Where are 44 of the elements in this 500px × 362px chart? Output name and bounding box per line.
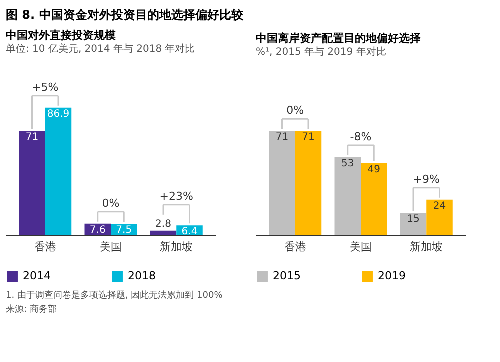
text: +5%: [32, 80, 59, 94]
source-note: 来源: 商务部: [6, 304, 57, 315]
bar: [45, 108, 72, 235]
data-label: 71: [26, 132, 39, 144]
data-label: 86.9: [47, 108, 70, 120]
annotation: +9%: [413, 172, 440, 186]
text: 1. 由于调查问卷是多项选择题, 因此无法累加到 100%: [6, 290, 224, 301]
bar: [400, 213, 427, 235]
bar: [19, 131, 46, 235]
bar: [334, 157, 361, 235]
bar: [269, 131, 296, 235]
x-tick-label: 香港: [34, 240, 56, 254]
data-label: 6.4: [182, 226, 198, 238]
chart-title: 中国对外直接投资规模: [6, 28, 117, 42]
caption: 图 8. 中国资金对外投资目的地选择偏好比较: [6, 8, 244, 22]
text: 0%: [286, 104, 304, 118]
x-tick-label: 香港: [284, 240, 306, 254]
data-label: 24: [433, 200, 446, 212]
bar: [426, 200, 453, 235]
data-label: 2.8: [156, 218, 172, 230]
bar: [150, 230, 177, 235]
legend-label: 2014: [23, 270, 51, 283]
chart-title: 中国离岸资产配置目的地偏好选择: [256, 32, 421, 45]
data-label: 71: [302, 132, 315, 144]
bar: [295, 131, 322, 235]
x-tick-label: 美国: [350, 240, 372, 254]
chart-subtitle: %¹, 2015 年与 2019 年对比: [256, 46, 386, 58]
data-label: 7.5: [116, 225, 132, 236]
x-tick-label: 美国: [100, 240, 122, 254]
legend-label: 2018: [128, 270, 156, 283]
annotation: +23%: [160, 190, 194, 203]
data-label: 15: [407, 214, 420, 226]
x-tick-label: 新加坡: [160, 240, 194, 254]
data-label: 71: [276, 132, 289, 144]
data-label: 49: [368, 164, 380, 176]
data-label: 53: [342, 158, 354, 170]
data-label: 7.6: [90, 224, 106, 236]
annotation: -8%: [350, 130, 372, 144]
legend-label: 2019: [378, 270, 406, 283]
legend-label: 2015: [273, 270, 301, 283]
x-tick-label: 新加坡: [410, 240, 444, 254]
annotation: 0%: [102, 196, 120, 210]
chart-subtitle: 单位: 10 亿美元, 2014 年与 2018 年对比: [6, 42, 196, 55]
bar: [361, 163, 388, 235]
